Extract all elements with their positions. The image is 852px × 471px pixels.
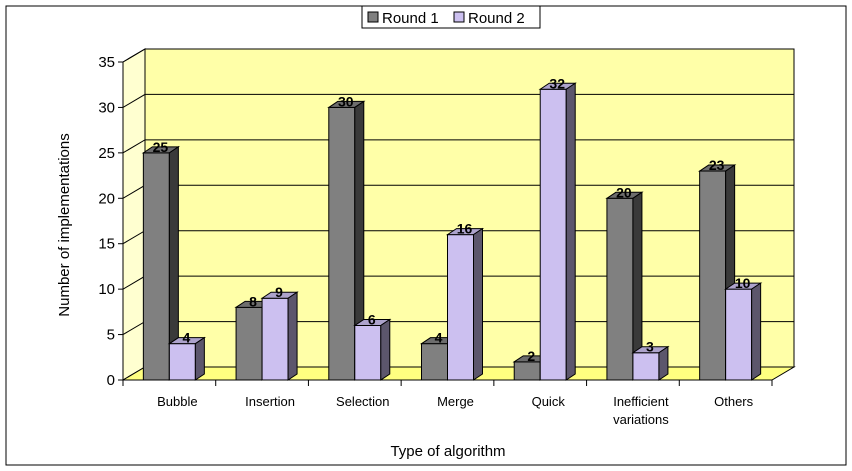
y-tick-label: 0	[107, 372, 115, 389]
bar-round-1-bubble	[142, 152, 170, 381]
bar-group-others	[697, 164, 763, 381]
bar-side	[194, 336, 205, 381]
bar-side	[380, 318, 391, 381]
bar-round-2-insertion	[261, 297, 289, 381]
gridline	[122, 48, 794, 63]
y-tick-label: 25	[98, 145, 115, 162]
data-label: 3	[646, 339, 654, 355]
x-tick-label: Inefficient variations	[613, 394, 669, 427]
legend-label: Round 2	[468, 10, 525, 27]
data-label: 4	[182, 330, 190, 346]
data-label: 32	[549, 75, 565, 91]
y-tick-label: 35	[98, 54, 115, 71]
y-tick-label: 10	[98, 281, 115, 298]
data-label: 20	[616, 184, 632, 200]
x-tick-label: Bubble	[157, 394, 197, 409]
bar-round-1-merge	[421, 343, 448, 381]
gridline	[122, 139, 794, 154]
data-label: 30	[338, 93, 354, 109]
data-label: 25	[153, 139, 169, 155]
bar-side	[751, 282, 762, 381]
bar-round-1-others	[699, 170, 727, 381]
data-label: 9	[275, 284, 283, 300]
bar-round-1-insertion	[235, 306, 263, 381]
bar-side	[473, 227, 483, 381]
y-tick-label: 20	[98, 190, 115, 207]
bar-group-insertion	[234, 291, 299, 381]
y-tick-label: 15	[98, 236, 115, 253]
x-axis: Bubble Insertion Selection Merge Quick Ineffi…	[122, 379, 773, 427]
bar-group-quick	[512, 82, 577, 381]
y-axis-title: Number of implementations	[56, 133, 73, 316]
bar-round-2-inefficient-variations	[632, 352, 660, 381]
x-tick-label: Quick	[532, 394, 566, 409]
y-tick-label: 5	[107, 327, 115, 344]
bar-round-2-bubble	[168, 343, 196, 381]
x-tick-label: Insertion	[245, 394, 295, 409]
bar-round-2-selection	[354, 324, 382, 381]
bar-round-1-quick	[513, 361, 541, 381]
bar-round-2-others	[725, 288, 753, 381]
data-label: 4	[435, 330, 443, 346]
bar-group-merge	[419, 227, 485, 381]
legend-swatch	[453, 11, 465, 23]
data-label: 2	[527, 348, 535, 364]
data-label: 23	[709, 157, 725, 173]
bar-group-inefficient-variations	[605, 191, 670, 381]
legend-label: Round 1	[382, 10, 439, 27]
data-label: 16	[457, 221, 473, 237]
side-wall	[122, 48, 146, 381]
data-label: 10	[735, 275, 751, 291]
data-label: 8	[249, 293, 257, 309]
x-axis-title: Type of algorithm	[390, 443, 505, 460]
legend-swatch	[367, 11, 379, 23]
legend: Round 1 Round 2	[361, 5, 541, 29]
bar-side	[658, 345, 669, 381]
x-tick-label: Merge	[437, 394, 474, 409]
bar-side	[287, 291, 298, 381]
gridline	[122, 93, 794, 108]
bar-round-1-inefficient-variations	[606, 197, 634, 381]
legend-box	[361, 5, 541, 29]
bar-round-1-selection	[328, 106, 356, 381]
y-tick-label: 30	[98, 99, 115, 116]
bars	[141, 82, 763, 381]
data-label: 6	[368, 311, 376, 327]
bar-side	[565, 82, 576, 381]
x-tick-label: Selection	[336, 394, 389, 409]
x-tick-label: Others	[714, 394, 754, 409]
bar-round-2-merge	[447, 234, 474, 381]
bar-round-2-quick	[539, 88, 567, 381]
y-axis: 0 5 10 15 20 25 30 35	[98, 54, 124, 389]
